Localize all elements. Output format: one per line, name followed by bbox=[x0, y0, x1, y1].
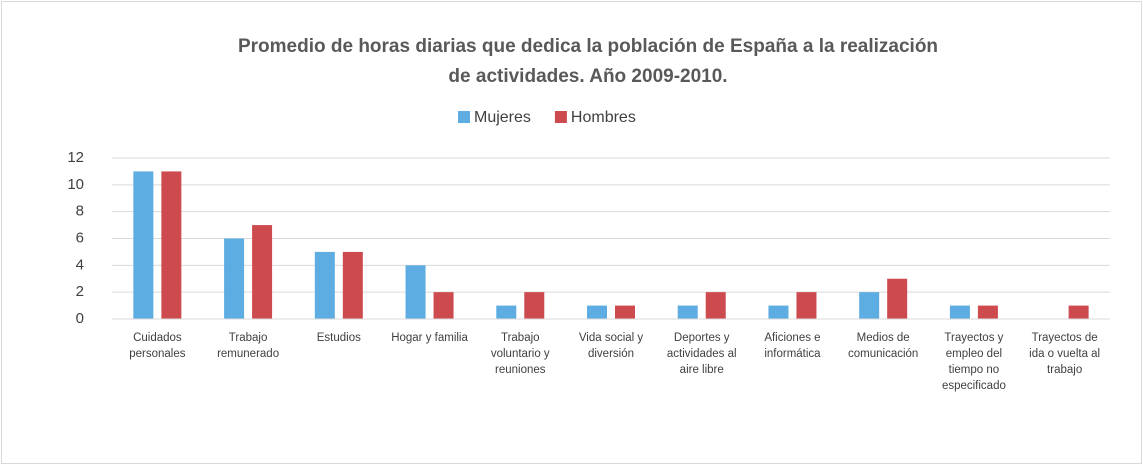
bar bbox=[524, 292, 545, 319]
chart-title: de actividades. Año 2009-2010. bbox=[448, 66, 727, 87]
bar bbox=[796, 292, 817, 319]
bar bbox=[133, 171, 154, 319]
y-tick-label: 0 bbox=[76, 310, 84, 327]
bar bbox=[342, 251, 363, 319]
x-tick-label-line: personales bbox=[129, 348, 186, 360]
legend-label: Mujeres bbox=[474, 109, 531, 126]
bar bbox=[977, 305, 998, 319]
x-tick-label-line: remunerado bbox=[217, 348, 279, 360]
x-tick-label-line: Trayectos y bbox=[944, 332, 1003, 344]
x-tick-label: Deportes y actividades al aire libre bbox=[667, 332, 737, 376]
bar bbox=[405, 265, 426, 319]
x-tick-label-line: reuniones bbox=[495, 364, 546, 376]
x-tick-label: Trabajo remunerado bbox=[217, 332, 279, 360]
bar bbox=[705, 292, 726, 319]
bar bbox=[677, 305, 698, 319]
x-tick-label-line: Hogar y familia bbox=[391, 332, 468, 344]
y-tick-label: 4 bbox=[76, 256, 84, 273]
x-tick-label: Cuidados personales bbox=[129, 332, 186, 360]
bar bbox=[859, 292, 880, 319]
x-tick-label-line: aire libre bbox=[680, 364, 724, 376]
x-tick-label-line: diversión bbox=[588, 348, 634, 360]
legend-swatch bbox=[458, 111, 470, 123]
x-tick-label-line: Trabajo bbox=[229, 332, 268, 344]
x-tick-label-line: Deportes y bbox=[674, 332, 730, 344]
chart-title: Promedio de horas diarias que dedica la … bbox=[238, 36, 938, 57]
x-tick-label: Trayectos y empleo del tiempo no especifica… bbox=[942, 332, 1006, 392]
bar bbox=[1068, 305, 1089, 319]
y-tick-label: 12 bbox=[67, 149, 84, 166]
x-tick-label-line: especificado bbox=[942, 380, 1006, 392]
x-tick-label-line: ida o vuelta al bbox=[1029, 348, 1100, 360]
x-tick-label-line: empleo del bbox=[946, 348, 1002, 360]
bar bbox=[949, 305, 970, 319]
x-tick-label-line: informática bbox=[764, 348, 821, 360]
bar bbox=[887, 278, 908, 319]
x-tick-label: Hogar y familia bbox=[391, 332, 468, 344]
x-tick-label-line: Medios de bbox=[857, 332, 910, 344]
x-tick-label-line: actividades al bbox=[667, 348, 737, 360]
bar bbox=[496, 305, 517, 319]
x-tick-label: Estudios bbox=[317, 332, 361, 344]
x-tick-label-line: Cuidados bbox=[133, 332, 182, 344]
x-tick-label-line: Vida social y bbox=[579, 332, 644, 344]
x-tick-label-line: trabajo bbox=[1047, 364, 1082, 376]
x-tick-label-line: Trayectos de bbox=[1032, 332, 1098, 344]
y-tick-label: 6 bbox=[76, 229, 84, 246]
bar bbox=[587, 305, 607, 319]
legend-swatch bbox=[554, 111, 567, 123]
x-tick-label: Trayectos de ida o vuelta al trabajo bbox=[1029, 332, 1100, 376]
bar bbox=[161, 171, 182, 319]
bar bbox=[768, 305, 789, 319]
bar bbox=[433, 292, 454, 319]
y-tick-label: 10 bbox=[67, 176, 84, 193]
x-tick-label-line: Estudios bbox=[317, 332, 361, 344]
x-tick-label-line: Trabajo bbox=[501, 332, 540, 344]
bar bbox=[615, 305, 635, 319]
y-tick-label: 2 bbox=[76, 283, 84, 300]
x-tick-label: Medios de comunicación bbox=[848, 332, 918, 360]
x-tick-label: Vida social y diversión bbox=[579, 332, 644, 360]
legend-label: Hombres bbox=[571, 109, 636, 126]
bar bbox=[224, 238, 245, 319]
bar bbox=[314, 251, 335, 319]
x-tick-label-line: voluntario y bbox=[491, 348, 550, 360]
x-tick-label: Trabajo voluntario y reuniones bbox=[491, 332, 550, 376]
bar bbox=[252, 225, 273, 319]
x-tick-label-line: Aficiones e bbox=[764, 332, 820, 344]
y-tick-label: 8 bbox=[76, 203, 84, 220]
x-tick-label-line: comunicación bbox=[848, 348, 918, 360]
x-tick-label-line: tiempo no bbox=[949, 364, 1000, 376]
x-tick-label: Aficiones e informática bbox=[764, 332, 821, 360]
